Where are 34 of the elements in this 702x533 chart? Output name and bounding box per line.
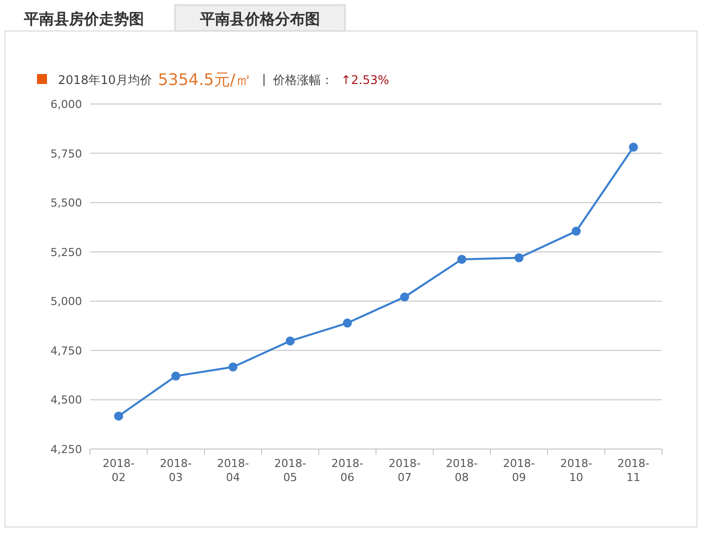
y-tick-label: 4,500 bbox=[50, 394, 82, 407]
x-tick-label: 2018- 05 bbox=[274, 457, 306, 484]
x-tick-label: 2018- 09 bbox=[503, 457, 536, 484]
point bbox=[114, 412, 124, 421]
x-tick-label: 2018- 10 bbox=[560, 457, 592, 484]
point bbox=[286, 336, 295, 346]
text: 平南县价格分布图 bbox=[199, 10, 320, 28]
point bbox=[572, 226, 581, 236]
text: ↑2.53% bbox=[341, 73, 390, 87]
y-tick-label: 5,500 bbox=[50, 196, 82, 210]
text: 价格涨幅： bbox=[272, 73, 333, 87]
text: 5354.5元/㎡ bbox=[158, 70, 252, 89]
chart-title: 平南县房价走势图 bbox=[23, 10, 144, 28]
x-tick-label: 2018- 08 bbox=[446, 457, 478, 484]
x-tick-label: 2018- 03 bbox=[160, 457, 192, 484]
x-tick-label: 2018- 04 bbox=[217, 457, 250, 484]
y-tick-label: 5,250 bbox=[50, 246, 82, 259]
point bbox=[171, 372, 180, 381]
y-tick-label: 5,000 bbox=[50, 295, 82, 308]
point bbox=[228, 362, 238, 372]
x-tick-label: 2018- 11 bbox=[617, 457, 650, 484]
y-tick-label: 5,750 bbox=[50, 147, 82, 160]
x-tick-label: 2018- 02 bbox=[102, 457, 135, 484]
x-tick-label: 2018- 06 bbox=[331, 457, 364, 484]
point bbox=[514, 253, 524, 262]
point bbox=[628, 142, 638, 152]
point bbox=[400, 292, 410, 302]
point bbox=[342, 318, 352, 328]
x-tick-label: 2018- 07 bbox=[388, 457, 421, 484]
y-tick-label: 4,250 bbox=[50, 443, 82, 456]
text: 2018年10月均价 bbox=[58, 73, 152, 87]
y-tick-label: 4,750 bbox=[50, 344, 82, 358]
y-tick-label: 6,000 bbox=[50, 98, 82, 111]
point bbox=[457, 254, 466, 264]
